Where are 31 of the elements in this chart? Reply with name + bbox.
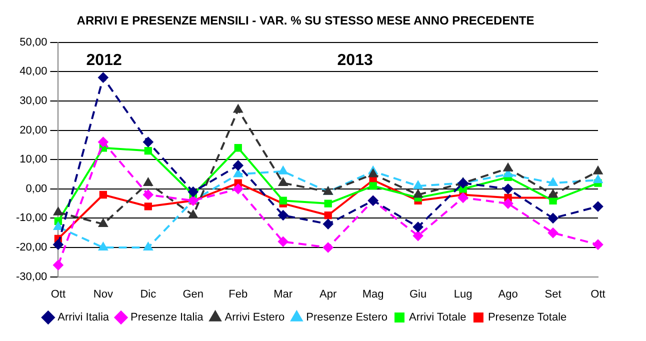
annotation: 2013	[337, 52, 373, 69]
chart-title: ARRIVI E PRESENZE MENSILI - VAR. % SU STESSO MESE ANNO PRECEDENTE	[76, 14, 534, 28]
legend-label: Arrivi Totale	[408, 312, 466, 324]
x-tick-label: Set	[544, 288, 562, 300]
y-tick-label: 0,00	[26, 182, 48, 195]
legend-label: Arrivi Estero	[224, 312, 285, 324]
x-tick-label: Ott	[50, 288, 66, 300]
y-tick-label: -30,00	[16, 270, 48, 283]
annotation: 2012	[86, 52, 122, 69]
x-tick-label: Ott	[590, 288, 606, 300]
y-tick-label: -10,00	[16, 212, 48, 224]
y-tick-label: 10,00	[20, 154, 48, 166]
x-tick-label: Mag	[362, 288, 384, 300]
x-tick-label: Ago	[498, 288, 518, 300]
legend-label: Presenze Totale	[488, 312, 567, 324]
x-tick-label: Dic	[140, 288, 157, 300]
y-tick-label: 40,00	[20, 66, 48, 78]
y-tick-label: 30,00	[20, 95, 48, 108]
y-tick-label: -20,00	[16, 242, 48, 254]
y-tick-label: 20,00	[20, 124, 48, 136]
x-tick-label: Giu	[410, 288, 427, 300]
x-tick-label: Feb	[228, 288, 248, 300]
legend-label: Presenze Estero	[306, 312, 388, 324]
x-tick-label: Lug	[454, 288, 472, 300]
x-tick-label: Gen	[182, 288, 204, 300]
legend-label: Arrivi Italia	[58, 312, 110, 324]
legend-label: Presenze Italia	[130, 312, 204, 324]
y-tick-label: 50,00	[20, 36, 48, 48]
x-tick-label: Nov	[93, 288, 114, 300]
x-tick-label: Mar	[274, 288, 293, 300]
x-tick-label: Apr	[320, 288, 337, 300]
